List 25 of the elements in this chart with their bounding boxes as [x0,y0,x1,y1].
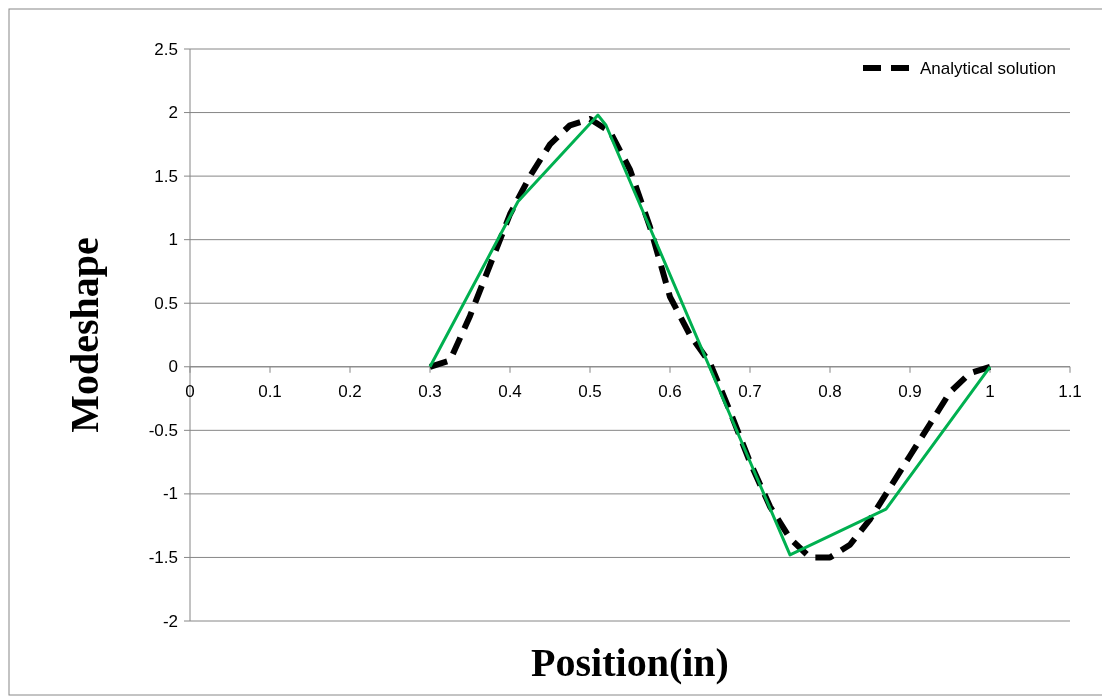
y-tick-label: 1.5 [154,166,178,186]
x-tick-label: 0.5 [578,381,602,401]
x-tick-label: 0.1 [258,381,282,401]
x-tick-label: 0.9 [898,381,922,401]
x-tick-label: 0.8 [818,381,842,401]
y-tick-label: -1 [162,484,178,504]
x-tick-label: 1.1 [1058,381,1082,401]
x-tick-label: 0 [185,381,195,401]
y-tick-label: -1.5 [148,547,178,567]
x-tick-label: 0.4 [498,381,522,401]
y-axis-title: Modeshape [62,237,107,433]
y-tick-label: 2 [168,103,178,123]
y-tick-label: -2 [162,611,178,631]
x-axis-title: Position(in) [531,640,729,685]
y-tick-label: 0.5 [154,293,178,313]
y-tick-label: 0 [168,357,178,377]
x-tick-label: 0.3 [418,381,442,401]
x-tick-label: 0.6 [658,381,682,401]
legend-label: Analytical solution [920,58,1057,78]
y-tick-label: -0.5 [148,420,178,440]
x-tick-label: 0.2 [338,381,362,401]
y-tick-label: 1 [168,230,178,250]
x-tick-label: 1 [985,381,995,401]
y-tick-label: 2.5 [154,39,178,59]
x-tick-label: 0.7 [738,381,762,401]
